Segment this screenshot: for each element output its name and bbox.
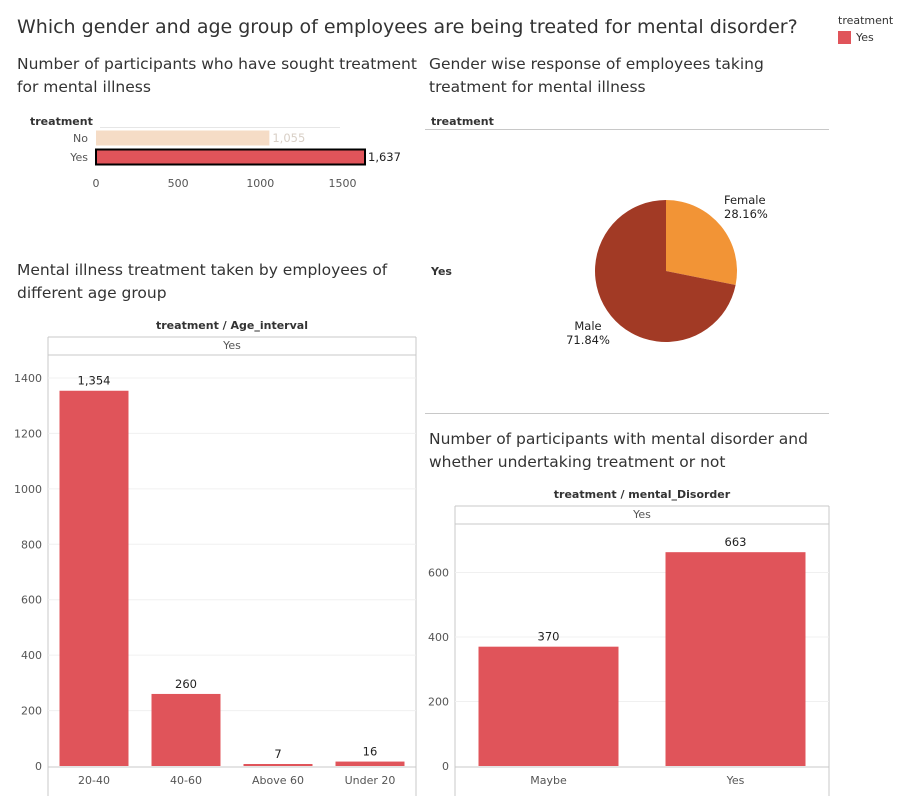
chart-2-header-rule bbox=[425, 129, 829, 130]
chart-1-x-tick-1500: 1500 bbox=[328, 177, 356, 190]
chart-1-x-tick-500: 500 bbox=[168, 177, 189, 190]
chart-3-category-label-40-60: 40-60 bbox=[170, 774, 202, 787]
chart-2-slice-percent-female: 28.16% bbox=[724, 207, 768, 221]
chart-4-y-tick-0: 0 bbox=[442, 760, 449, 773]
chart-3-panel-label: Yes bbox=[223, 339, 241, 352]
chart-2-slice-label-male: Male bbox=[574, 319, 601, 333]
chart-2-slice-label-female: Female bbox=[724, 193, 766, 207]
chart-1-bar-no bbox=[96, 130, 270, 146]
chart-3-y-tick-800: 800 bbox=[21, 538, 42, 551]
chart-3-value-label-under-20: 16 bbox=[363, 745, 378, 759]
chart-4-bar-maybe bbox=[478, 646, 619, 766]
chart-1-bar-yes bbox=[95, 148, 366, 166]
chart-3-y-tick-1200: 1200 bbox=[14, 427, 42, 440]
chart-3-value-label-above-60: 7 bbox=[274, 747, 281, 761]
chart-3-category-label-under-20: Under 20 bbox=[345, 774, 396, 787]
chart-3-bar-above-60 bbox=[243, 764, 313, 766]
legend-title: treatment bbox=[838, 14, 894, 27]
chart-3-category-label-20-40: 20-40 bbox=[78, 774, 110, 787]
chart-1-x-tick-0: 0 bbox=[93, 177, 100, 190]
chart-2-slice-male bbox=[595, 200, 736, 342]
chart-3-title: Mental illness treatment taken by employ… bbox=[17, 261, 388, 302]
dashboard-title: Which gender and age group of employees … bbox=[17, 16, 798, 38]
chart-2-slice-female bbox=[666, 200, 737, 286]
legend-item-label: Yes bbox=[856, 31, 874, 44]
chart-2-slice-percent-male: 71.84% bbox=[566, 333, 610, 347]
chart-4-bar-yes bbox=[665, 552, 806, 766]
chart-3-y-tick-400: 400 bbox=[21, 649, 42, 662]
legend-swatch bbox=[838, 31, 851, 44]
chart-3-bar-under-20 bbox=[335, 761, 405, 766]
chart-4-y-tick-600: 600 bbox=[428, 567, 449, 580]
chart-1-svg: No 1,055 Yes 1,637 0 500 1000 1500 bbox=[69, 130, 401, 190]
chart-4-y-tick-200: 200 bbox=[428, 696, 449, 709]
chart-2-bottom-rule bbox=[425, 413, 829, 414]
chart-3-svg: 0 200 400 600 800 1000 1200 1400 1,354 20-40 260 40… bbox=[14, 336, 417, 796]
legend-item-yes[interactable]: Yes bbox=[838, 31, 893, 44]
chart-3-category-label-above-60: Above 60 bbox=[252, 774, 304, 787]
chart-4-y-tick-400: 400 bbox=[428, 631, 449, 644]
chart-4-category-label-maybe: Maybe bbox=[530, 774, 567, 787]
chart-2-row-header: treatment bbox=[431, 115, 494, 128]
chart-2-row-label: Yes bbox=[431, 265, 452, 278]
chart-2-title: Gender wise response of employees taking… bbox=[429, 55, 764, 96]
chart-3-y-tick-1400: 1400 bbox=[14, 372, 42, 385]
chart-4-value-label-maybe: 370 bbox=[538, 630, 560, 644]
chart-3-y-tick-200: 200 bbox=[21, 705, 42, 718]
chart-1-value-label-yes: 1,637 bbox=[368, 150, 401, 164]
color-legend[interactable]: treatment Yes bbox=[838, 14, 893, 44]
chart-4-header: treatment / mental_Disorder bbox=[553, 488, 731, 501]
chart-1-value-label-no: 1,055 bbox=[272, 131, 305, 145]
chart-3-y-tick-1000: 1000 bbox=[14, 483, 42, 496]
chart-4-svg: 0 200 400 600 370 Maybe 663 Yes bbox=[428, 505, 830, 796]
chart-1-category-label-yes: Yes bbox=[69, 151, 88, 164]
chart-1-row-header: treatment bbox=[30, 115, 93, 128]
chart-4-title: Number of participants with mental disor… bbox=[429, 430, 808, 471]
chart-3-y-tick-0: 0 bbox=[35, 760, 42, 773]
chart-3-header: treatment / Age_interval bbox=[156, 319, 308, 332]
chart-3-value-label-20-40: 1,354 bbox=[78, 374, 111, 388]
chart-1-header-rule bbox=[100, 127, 340, 128]
chart-4-value-label-yes: 663 bbox=[725, 535, 747, 549]
chart-1-x-tick-1000: 1000 bbox=[246, 177, 274, 190]
chart-4-category-label-yes: Yes bbox=[726, 774, 745, 787]
chart-3-bar-40-60 bbox=[151, 693, 221, 766]
chart-3-value-label-40-60: 260 bbox=[175, 677, 197, 691]
chart-4-panel-label: Yes bbox=[633, 508, 651, 521]
chart-3-y-tick-600: 600 bbox=[21, 594, 42, 607]
chart-1-category-label-no: No bbox=[73, 132, 88, 145]
chart-1-title: Number of participants who have sought t… bbox=[17, 55, 417, 96]
chart-3-bar-20-40 bbox=[59, 390, 129, 766]
